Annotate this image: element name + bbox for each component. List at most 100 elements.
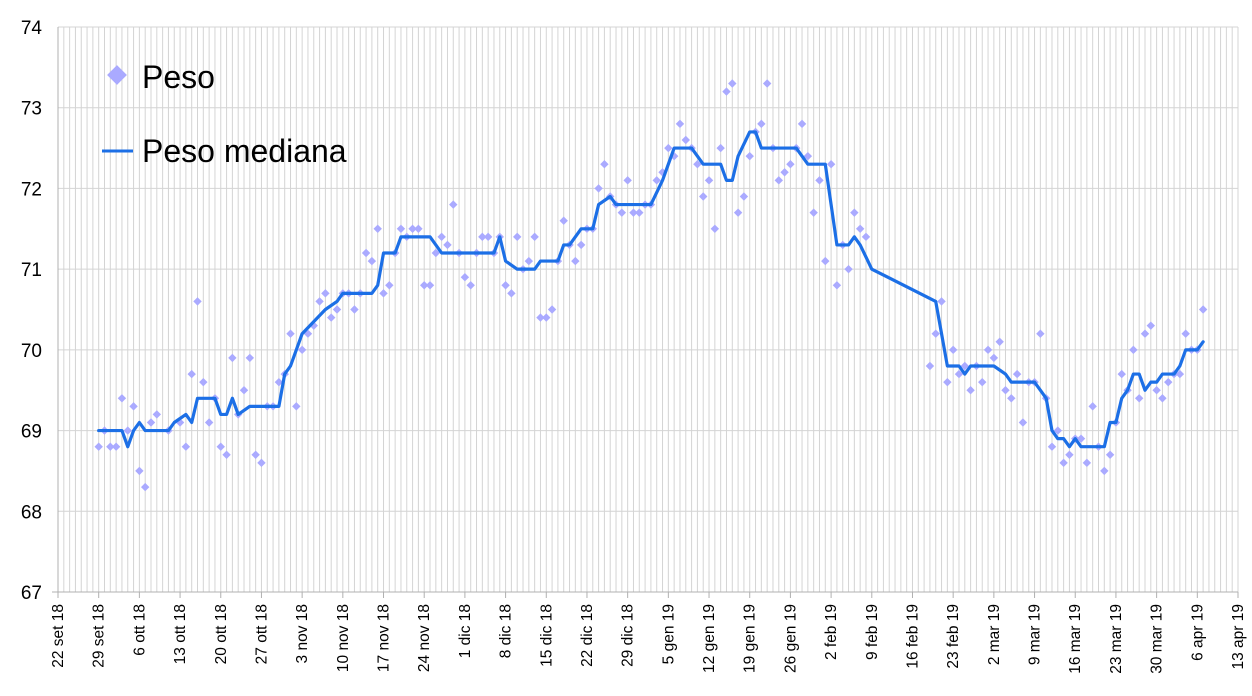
data-point-peso xyxy=(757,119,766,129)
data-point-peso xyxy=(774,176,783,185)
data-point-peso xyxy=(559,216,568,225)
data-point-peso xyxy=(1146,321,1156,330)
y-tick-label: 74 xyxy=(21,18,43,39)
legend-item-peso-mediana: Peso mediana xyxy=(102,133,347,169)
x-tick-label: 22 dic 18 xyxy=(579,604,596,667)
x-tick-label: 23 mar 19 xyxy=(1108,604,1125,674)
x-tick-label: 6 apr 19 xyxy=(1189,604,1206,661)
data-point-peso xyxy=(1047,442,1057,451)
data-point-peso xyxy=(710,224,720,233)
x-tick-label: 16 feb 19 xyxy=(904,604,921,669)
data-point-peso xyxy=(199,377,208,387)
data-point-peso xyxy=(1181,329,1190,338)
x-tick-label: 16 mar 19 xyxy=(1067,604,1084,674)
data-point-peso xyxy=(669,151,679,161)
data-point-peso xyxy=(379,289,388,298)
x-tick-label: 22 set 18 xyxy=(50,604,67,668)
data-point-peso xyxy=(251,450,260,459)
x-tick-label: 6 ott 18 xyxy=(131,604,148,656)
data-point-peso xyxy=(960,361,969,371)
x-tick-label: 23 feb 19 xyxy=(945,604,962,669)
data-point-peso xyxy=(1164,377,1173,387)
data-point-peso xyxy=(861,232,871,242)
data-point-peso xyxy=(361,248,371,258)
data-point-peso xyxy=(443,240,452,250)
data-point-peso xyxy=(850,208,859,217)
data-point-peso xyxy=(739,192,749,201)
data-point-peso xyxy=(704,176,714,185)
data-point-peso xyxy=(925,361,935,371)
y-tick-label: 73 xyxy=(21,99,42,120)
data-point-peso xyxy=(129,402,138,411)
data-point-peso xyxy=(94,442,103,451)
data-point-peso xyxy=(547,305,557,314)
x-tick-label: 13 ott 18 xyxy=(172,604,189,664)
data-point-peso xyxy=(1012,369,1022,379)
grid-lines xyxy=(57,26,1239,593)
data-point-peso xyxy=(111,442,121,451)
data-point-peso xyxy=(1053,426,1063,435)
data-point-peso xyxy=(1152,386,1161,395)
data-point-peso xyxy=(600,160,609,169)
x-tick-label: 2 mar 19 xyxy=(986,604,1003,665)
legend-marker-peso xyxy=(107,65,127,85)
x-tick-label: 13 apr 19 xyxy=(1230,604,1247,670)
y-tick-label: 67 xyxy=(21,583,42,604)
data-point-peso xyxy=(1140,329,1150,338)
data-point-peso xyxy=(1105,450,1115,459)
data-point-peso xyxy=(216,442,225,451)
data-point-peso xyxy=(943,377,952,387)
x-tick-label: 10 nov 18 xyxy=(335,604,352,672)
data-point-peso xyxy=(193,297,202,306)
data-point-peso xyxy=(373,224,382,233)
peso-mediana-series xyxy=(97,130,1205,449)
data-point-peso xyxy=(786,160,795,169)
data-point-peso xyxy=(483,232,493,242)
data-point-peso xyxy=(809,208,818,217)
data-point-peso xyxy=(257,458,266,468)
data-point-peso xyxy=(728,79,737,88)
data-point-peso xyxy=(821,256,830,266)
data-point-peso xyxy=(286,329,295,338)
data-point-peso xyxy=(1001,386,1010,395)
data-point-peso xyxy=(629,208,638,217)
data-point-peso xyxy=(571,256,580,266)
data-point-peso xyxy=(623,176,632,185)
y-tick-label: 70 xyxy=(21,341,42,362)
data-point-peso xyxy=(292,402,301,411)
data-point-peso xyxy=(635,208,644,217)
data-point-peso xyxy=(995,337,1004,346)
data-point-peso xyxy=(420,281,429,290)
data-point-peso xyxy=(507,289,516,298)
x-tick-label: 20 ott 18 xyxy=(213,604,230,664)
data-point-peso xyxy=(431,248,441,258)
data-point-peso xyxy=(931,329,940,338)
x-tick-label: 3 nov 18 xyxy=(294,604,311,663)
x-tick-label: 9 mar 19 xyxy=(1027,604,1044,665)
data-point-peso xyxy=(983,345,993,355)
data-point-peso xyxy=(617,208,627,217)
y-tick-label: 69 xyxy=(21,422,42,443)
data-point-peso xyxy=(797,119,807,129)
line-peso-mediana xyxy=(97,130,1205,449)
data-point-peso xyxy=(803,151,813,161)
data-point-peso xyxy=(826,160,836,169)
x-tick-label: 29 dic 18 xyxy=(620,604,637,667)
data-point-peso xyxy=(844,264,853,274)
data-point-peso xyxy=(1129,345,1138,355)
data-point-peso xyxy=(855,224,865,233)
peso-series xyxy=(94,79,1208,492)
data-point-peso xyxy=(460,273,470,282)
data-point-peso xyxy=(321,289,330,298)
x-tick-label: 26 gen 19 xyxy=(782,604,799,673)
data-point-peso xyxy=(274,377,284,387)
data-point-peso xyxy=(542,313,551,322)
data-point-peso xyxy=(367,256,377,266)
data-point-peso xyxy=(437,232,446,242)
data-point-peso xyxy=(117,394,127,403)
data-point-peso xyxy=(449,200,458,209)
data-point-peso xyxy=(733,208,743,217)
data-point-peso xyxy=(466,281,475,290)
